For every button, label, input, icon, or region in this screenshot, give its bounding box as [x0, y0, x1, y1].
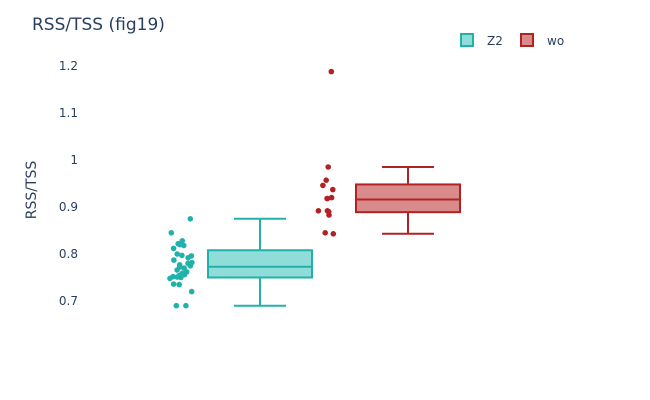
box-iqr: [207, 249, 313, 279]
data-point: [174, 251, 180, 257]
data-point: [174, 267, 180, 273]
data-point: [324, 195, 331, 202]
legend-item-wo[interactable]: wo: [520, 33, 564, 48]
data-point: [320, 182, 326, 189]
data-point: [326, 212, 332, 218]
data-point: [315, 208, 322, 214]
data-point: [170, 281, 177, 287]
legend-label: Z2: [487, 34, 503, 48]
legend-swatch: [520, 33, 534, 47]
legend[interactable]: Z2 wo: [460, 33, 564, 48]
data-point: [187, 216, 194, 222]
data-point: [330, 186, 336, 193]
series-wo: [315, 68, 461, 237]
data-point: [328, 194, 335, 201]
data-point: [322, 230, 329, 236]
y-tick-label: 1: [70, 153, 78, 167]
y-axis-ticks: 0.7 0.8 0.9 1 1.1 1.2: [59, 59, 78, 308]
data-point: [181, 242, 187, 249]
data-point: [179, 252, 185, 259]
legend-item-z2[interactable]: Z2: [460, 33, 503, 48]
y-axis-label: RSS/TSS: [24, 161, 40, 220]
data-point: [178, 274, 184, 281]
data-point: [167, 275, 173, 282]
data-point: [328, 68, 335, 75]
data-point: [187, 263, 194, 269]
y-tick-label: 0.8: [59, 247, 78, 261]
series-z2: [167, 216, 313, 309]
data-point: [323, 177, 330, 183]
box-iqr: [355, 183, 461, 214]
data-point: [176, 281, 182, 288]
y-tick-label: 0.7: [59, 294, 78, 308]
data-point: [183, 302, 189, 309]
data-point: [170, 245, 177, 252]
legend-swatch: [460, 33, 474, 47]
data-point: [171, 257, 177, 263]
y-tick-label: 1.2: [59, 59, 78, 73]
legend-label: wo: [547, 34, 564, 48]
plot-area: [167, 68, 461, 309]
data-point: [330, 231, 337, 237]
chart-title: RSS/TSS (fig19): [32, 15, 165, 35]
data-point: [173, 302, 180, 309]
y-tick-label: 1.1: [59, 106, 78, 120]
data-point: [188, 288, 195, 295]
data-point: [185, 254, 191, 261]
data-point: [168, 230, 175, 236]
data-point: [325, 164, 332, 170]
y-tick-label: 0.9: [59, 200, 78, 214]
